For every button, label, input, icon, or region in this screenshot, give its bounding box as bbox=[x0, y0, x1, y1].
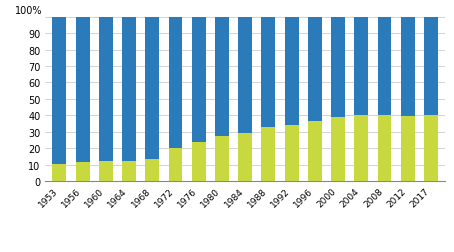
Bar bbox=[354, 18, 368, 116]
Bar bbox=[285, 18, 299, 126]
Bar bbox=[215, 136, 229, 181]
Bar bbox=[192, 142, 206, 181]
Bar bbox=[168, 18, 183, 149]
Bar bbox=[401, 18, 415, 117]
Bar bbox=[52, 164, 66, 181]
Bar bbox=[262, 127, 276, 181]
Bar bbox=[238, 133, 252, 181]
Bar bbox=[401, 117, 415, 181]
Bar bbox=[192, 18, 206, 142]
Bar bbox=[122, 18, 136, 161]
Bar bbox=[215, 18, 229, 136]
Bar bbox=[145, 18, 159, 159]
Bar bbox=[238, 18, 252, 133]
Bar bbox=[378, 115, 391, 181]
Bar bbox=[99, 18, 113, 162]
Bar bbox=[285, 126, 299, 181]
Bar bbox=[424, 18, 438, 115]
Bar bbox=[308, 18, 322, 122]
Bar bbox=[168, 149, 183, 181]
Bar bbox=[308, 122, 322, 181]
Text: 100%: 100% bbox=[15, 6, 43, 16]
Bar bbox=[331, 117, 345, 181]
Bar bbox=[354, 116, 368, 181]
Bar bbox=[52, 18, 66, 164]
Bar bbox=[262, 18, 276, 127]
Bar bbox=[122, 161, 136, 181]
Bar bbox=[331, 18, 345, 117]
Bar bbox=[145, 159, 159, 181]
Bar bbox=[378, 18, 391, 115]
Bar bbox=[76, 163, 89, 181]
Bar bbox=[76, 18, 89, 163]
Bar bbox=[424, 115, 438, 181]
Bar bbox=[99, 162, 113, 181]
